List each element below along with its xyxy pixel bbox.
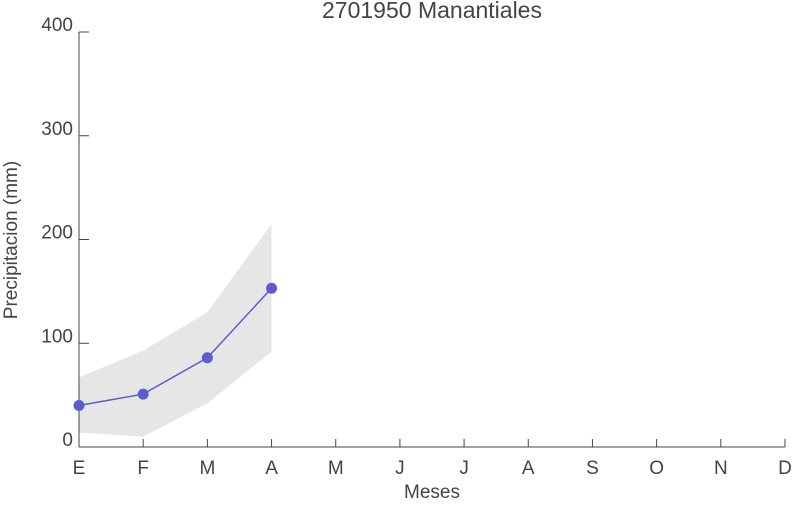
x-tick-label: D bbox=[778, 458, 792, 479]
x-axis-label: Meses bbox=[404, 482, 460, 503]
x-tick-label: F bbox=[137, 458, 149, 479]
series-line bbox=[78, 287, 273, 407]
y-axis-label: Precipitacion (mm) bbox=[1, 161, 22, 319]
y-tick-label: 400 bbox=[41, 15, 73, 36]
x-tick-label: M bbox=[328, 458, 344, 479]
y-tick-label: 200 bbox=[41, 223, 73, 244]
x-tick-label: M bbox=[199, 458, 215, 479]
x-tick-label: J bbox=[395, 458, 405, 479]
y-tick-label: 0 bbox=[62, 430, 73, 451]
x-tick-label: A bbox=[265, 458, 278, 479]
x-tick-label: S bbox=[586, 458, 599, 479]
y-tick-label: 300 bbox=[41, 119, 73, 140]
x-tick-label: E bbox=[73, 458, 86, 479]
x-tick-label: J bbox=[459, 458, 469, 479]
data-point bbox=[73, 400, 85, 411]
chart-title: 2701950 Manantiales bbox=[322, 0, 542, 23]
y-tick-label: 100 bbox=[41, 326, 73, 347]
data-point bbox=[201, 352, 213, 364]
x-tick-label: A bbox=[522, 458, 535, 479]
range-band bbox=[79, 223, 272, 437]
x-tick-label: O bbox=[649, 458, 664, 479]
x-tick-label: N bbox=[714, 458, 728, 479]
data-point bbox=[137, 388, 149, 400]
data-point bbox=[266, 282, 278, 294]
